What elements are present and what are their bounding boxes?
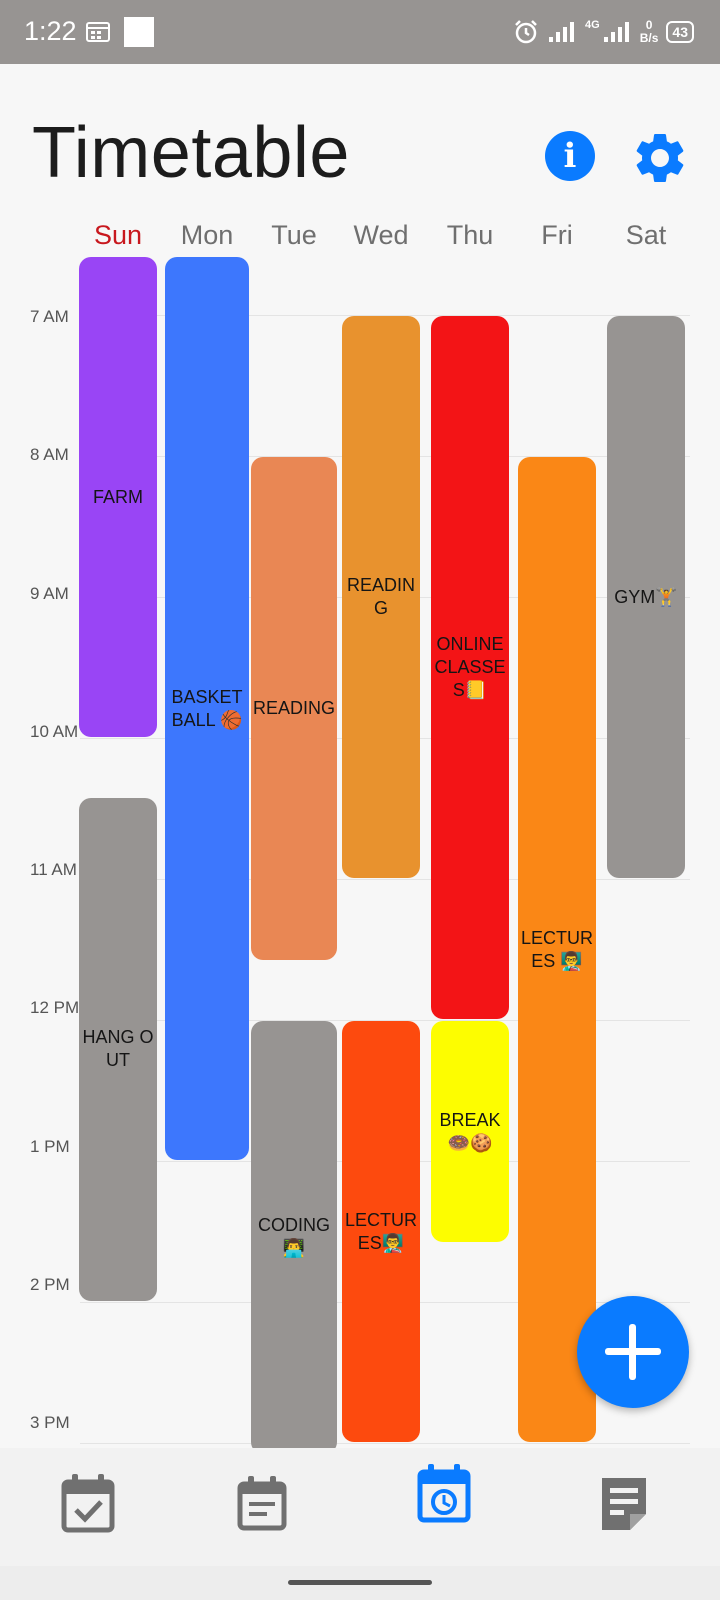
status-bar: 1:22 4G 0 B/s 43 bbox=[0, 0, 720, 64]
hour-gridline bbox=[80, 1020, 690, 1021]
gesture-area bbox=[0, 1566, 720, 1600]
hour-label: 3 PM bbox=[30, 1413, 70, 1432]
calendar-notification-icon bbox=[86, 22, 110, 42]
hour-label: 1 PM bbox=[30, 1137, 70, 1156]
event-wed-6[interactable]: LECTURES👨‍🏫 bbox=[342, 1021, 420, 1442]
battery-icon: 43 bbox=[666, 21, 694, 43]
event-sun-1[interactable]: HANG OUT bbox=[79, 797, 157, 1301]
info-icon: i bbox=[563, 136, 577, 176]
hour-label: 2 PM bbox=[30, 1275, 70, 1294]
settings-gear-icon[interactable] bbox=[630, 128, 690, 188]
event-thu-8[interactable]: BREAK 🍩🍪 bbox=[431, 1021, 509, 1243]
add-event-button[interactable] bbox=[577, 1296, 689, 1408]
day-header-sat: Sat bbox=[625, 220, 667, 250]
gesture-bar[interactable] bbox=[288, 1580, 432, 1585]
calendar-note-icon[interactable] bbox=[232, 1472, 292, 1536]
day-headers: Sun Mon Tue Wed Thu Fri Sat bbox=[80, 220, 686, 256]
event-mon-2[interactable]: BASKETBALL 🏀 bbox=[165, 257, 249, 1160]
status-time: 1:22 bbox=[24, 16, 77, 46]
event-sat-10[interactable]: GYM🏋 bbox=[607, 316, 685, 878]
hour-label: 10 AM bbox=[30, 722, 79, 741]
timetable-grid: 7 AM 8 AM 9 AM 10 AM 11 AM 12 PM 1 PM 2 PM 3 PM F… bbox=[30, 257, 690, 1450]
event-fri-9[interactable]: LECTURES 👨‍🏫 bbox=[518, 457, 596, 1442]
calendar-clock-icon[interactable] bbox=[414, 1462, 474, 1526]
bottom-navigation bbox=[0, 1448, 720, 1566]
day-header-tue: Tue bbox=[271, 220, 317, 250]
hour-gridline bbox=[80, 1443, 690, 1444]
hour-label: 9 AM bbox=[30, 584, 69, 603]
event-thu-7[interactable]: ONLINE CLASSES📒 bbox=[431, 316, 509, 1019]
network-type: 4G bbox=[585, 19, 600, 31]
alarm-icon bbox=[515, 20, 537, 44]
hour-gridline bbox=[80, 315, 690, 316]
net-speed-value: 0 bbox=[645, 18, 653, 32]
net-speed: 0 B/s bbox=[640, 19, 659, 45]
hour-label: 12 PM bbox=[30, 998, 80, 1017]
note-icon[interactable] bbox=[594, 1472, 654, 1536]
info-button[interactable]: i bbox=[545, 131, 595, 181]
day-header-sun: Sun bbox=[93, 220, 143, 250]
calendar-check-icon[interactable] bbox=[58, 1472, 118, 1536]
day-header-mon: Mon bbox=[180, 220, 234, 250]
notification-square-icon bbox=[124, 17, 154, 47]
signal-icon bbox=[549, 22, 575, 42]
event-sun-0[interactable]: FARM bbox=[79, 257, 157, 737]
event-tue-3[interactable]: READING bbox=[251, 457, 337, 961]
page-title: Timetable bbox=[32, 113, 350, 193]
net-speed-unit: B/s bbox=[639, 31, 659, 45]
event-tue-4[interactable]: CODING 👨‍💻 bbox=[251, 1021, 337, 1450]
hour-label: 8 AM bbox=[30, 445, 69, 464]
hour-gridline bbox=[80, 879, 690, 880]
signal-4g-icon bbox=[603, 22, 629, 42]
hour-label: 7 AM bbox=[30, 307, 69, 326]
day-header-wed: Wed bbox=[353, 220, 409, 250]
event-wed-5[interactable]: READING bbox=[342, 316, 420, 878]
hour-label: 11 AM bbox=[30, 860, 77, 879]
day-header-thu: Thu bbox=[446, 220, 494, 250]
day-header-fri: Fri bbox=[541, 220, 573, 250]
